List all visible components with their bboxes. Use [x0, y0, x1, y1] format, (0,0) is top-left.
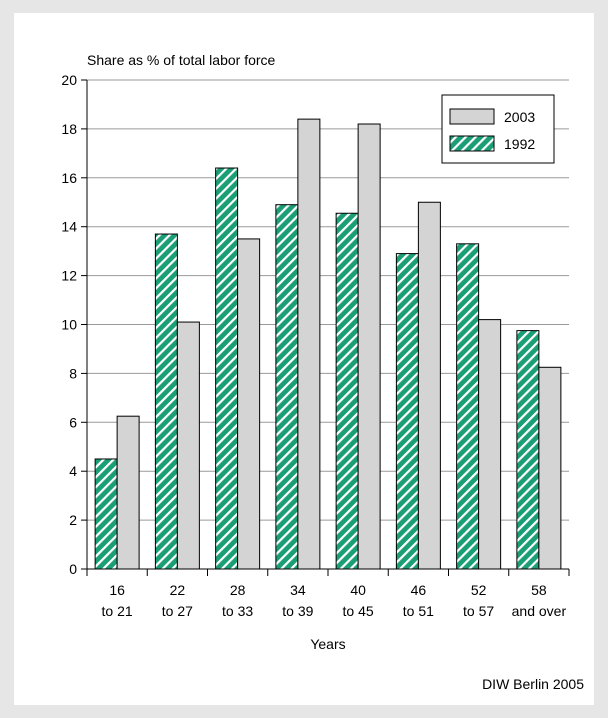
- x-tick-label: 28: [230, 582, 246, 598]
- bar-2003: [357, 123, 381, 570]
- x-tick-label: to 57: [463, 603, 494, 619]
- bar-2003: [417, 201, 441, 570]
- y-tick-label: 18: [61, 121, 77, 137]
- bar-2003: [116, 415, 140, 570]
- legend-swatch-2003: [449, 108, 495, 125]
- bar-2003: [478, 319, 502, 570]
- x-tick-label: to 39: [282, 603, 313, 619]
- x-tick-label: 34: [290, 582, 306, 598]
- x-tick-label: 40: [350, 582, 366, 598]
- chart-card: 0 2 4 6 8 10 12 14 16 18 20 16 to 21 22 to 27 28 to 33 34…: [14, 13, 594, 705]
- y-tick-label: 2: [69, 512, 77, 528]
- x-axis-title: Years: [310, 636, 345, 652]
- x-tick-label: to 51: [403, 603, 434, 619]
- bar-1992: [456, 243, 480, 570]
- y-tick-label: 8: [69, 365, 77, 381]
- x-tick-label: 58: [531, 582, 547, 598]
- y-tick-label: 20: [61, 72, 77, 88]
- x-tick-label: to 27: [162, 603, 193, 619]
- legend-swatch-1992: [449, 135, 495, 152]
- x-tick-label: 16: [109, 582, 125, 598]
- x-tick-label: 22: [170, 582, 186, 598]
- y-tick-label: 14: [61, 219, 77, 235]
- legend-label-1992: 1992: [504, 136, 535, 152]
- legend-label-2003: 2003: [504, 109, 535, 125]
- y-axis-title: Share as % of total labor force: [87, 52, 276, 68]
- bar-2003: [176, 321, 200, 570]
- bar-1992: [94, 458, 118, 570]
- y-tick-label: 16: [61, 170, 77, 186]
- bar-1992: [395, 253, 419, 570]
- source-note: DIW Berlin 2005: [482, 676, 584, 692]
- y-tick-label: 0: [69, 561, 77, 577]
- bar-1992: [335, 212, 359, 570]
- bar-2003: [538, 366, 562, 570]
- x-tick-label: and over: [512, 603, 567, 619]
- bar-1992: [275, 204, 299, 570]
- legend-box: [441, 94, 555, 164]
- x-tick-label: to 33: [222, 603, 253, 619]
- bar-1992: [154, 233, 178, 570]
- x-tick-label: 46: [411, 582, 427, 598]
- bar-2003: [297, 118, 321, 570]
- y-tick-label: 6: [69, 414, 77, 430]
- bar-2003: [237, 238, 261, 570]
- bar-1992: [215, 167, 239, 570]
- x-tick-label: to 21: [102, 603, 133, 619]
- y-tick-label: 4: [69, 463, 77, 479]
- bar-1992: [516, 330, 540, 570]
- y-tick-label: 10: [61, 317, 77, 333]
- x-tick-label: 52: [471, 582, 487, 598]
- y-tick-label: 12: [61, 268, 77, 284]
- x-tick-label: to 45: [343, 603, 374, 619]
